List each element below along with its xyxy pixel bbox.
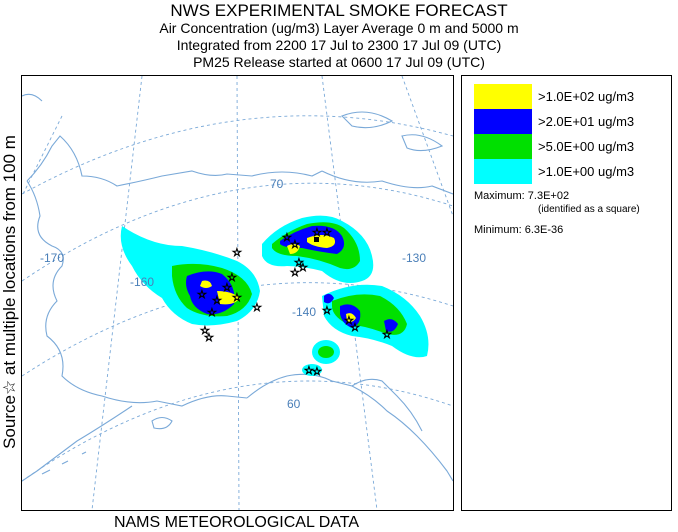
source-side-text: Source☆ at multiple locations from 100 m	[0, 135, 19, 449]
source-markers: ☆ ☆ ☆ ☆ ☆ ☆ ☆ ☆ ☆ ☆ ☆ ☆ ☆ ☆ ☆ ☆ ☆ ☆ ☆ ☆ …	[197, 226, 393, 379]
alaska-north-coast	[26, 135, 323, 187]
source-star: ☆	[294, 256, 304, 269]
source-side-label: Source☆ at multiple locations from 100 m	[0, 75, 20, 509]
legend-swatch	[474, 109, 532, 134]
legend-swatch	[474, 159, 532, 184]
alaska-panhandle	[351, 378, 423, 432]
source-star: ☆	[290, 238, 300, 251]
lat-70-label: 70	[270, 177, 284, 191]
maximum-note: (identified as a square)	[538, 204, 640, 215]
parallel-line	[22, 182, 453, 282]
legend-panel: >1.0E+02 ug/m3 >2.0E+01 ug/m3 >5.0E+00 u…	[461, 75, 672, 511]
legend-item: >2.0E+01 ug/m3	[474, 109, 664, 134]
meridian-line	[22, 115, 63, 197]
legend-item: >1.0E+00 ug/m3	[474, 159, 664, 184]
maximum-marker	[314, 237, 319, 242]
lon-130-label: -130	[402, 251, 426, 265]
aleutian-chain	[22, 405, 133, 482]
contour-level2	[318, 346, 334, 358]
source-star: ☆	[350, 321, 360, 334]
aleutian-islands	[41, 451, 87, 475]
source-star: ☆	[212, 294, 222, 307]
source-star: ☆	[344, 314, 354, 327]
contour-level3	[384, 319, 398, 332]
source-star: ☆	[197, 288, 207, 301]
legend-item: >1.0E+02 ug/m3	[474, 84, 664, 109]
source-star: ☆	[312, 226, 322, 239]
lon-170-label: -170	[40, 251, 64, 265]
east-siberia-coast	[22, 93, 43, 102]
plume-southeast	[322, 284, 429, 358]
contour-level4	[346, 313, 356, 322]
parallel-line	[22, 380, 453, 482]
lat-60-label: 60	[287, 397, 301, 411]
source-star: ☆	[304, 364, 314, 377]
legend-item: >5.0E+00 ug/m3	[474, 134, 664, 159]
source-star: ☆	[232, 246, 242, 259]
lon-140-label: -140	[292, 305, 316, 319]
legend-label: >5.0E+00 ug/m3	[538, 139, 635, 154]
meridian-line	[91, 76, 143, 510]
smoke-map: ☆ ☆ ☆ ☆ ☆ ☆ ☆ ☆ ☆ ☆ ☆ ☆ ☆ ☆ ☆ ☆ ☆ ☆ ☆ ☆ …	[22, 76, 453, 510]
legend-swatch	[474, 134, 532, 159]
legend-label: >1.0E+02 ug/m3	[538, 89, 635, 104]
source-star: ☆	[382, 328, 392, 341]
contour-level1	[302, 364, 322, 376]
source-star: ☆	[312, 365, 322, 378]
legend-label: >1.0E+00 ug/m3	[538, 164, 635, 179]
maximum-value: Maximum: 7.3E+02	[474, 190, 570, 202]
map-panel: ☆ ☆ ☆ ☆ ☆ ☆ ☆ ☆ ☆ ☆ ☆ ☆ ☆ ☆ ☆ ☆ ☆ ☆ ☆ ☆ …	[21, 75, 454, 511]
contour-level4	[217, 291, 240, 305]
contour-level3	[324, 293, 334, 304]
concentration-subtitle: Air Concentration (ug/m3) Layer Average …	[159, 20, 519, 36]
source-star: ☆	[322, 304, 332, 317]
source-star: ☆	[207, 306, 217, 319]
meteorological-data-label: NAMS METEOROLOGICAL DATA	[113, 514, 360, 531]
source-star: ☆	[290, 266, 300, 279]
source-star: ☆	[227, 271, 237, 284]
coastline	[22, 93, 453, 482]
alaska-south-coast	[246, 373, 453, 482]
source-star: ☆	[232, 291, 242, 304]
contour-level4	[200, 280, 212, 288]
source-star: ☆	[200, 324, 210, 337]
release-info: PM25 Release started at 0600 17 Jul 09 (…	[193, 54, 485, 70]
source-star: ☆	[282, 231, 292, 244]
plume-west	[120, 226, 260, 326]
source-star: ☆	[322, 226, 332, 239]
source-star: ☆	[222, 281, 232, 294]
legend-label: >2.0E+01 ug/m3	[538, 114, 635, 129]
minimum-value: Minimum: 6.3E-36	[474, 224, 564, 236]
lon-160-label: -160	[130, 275, 154, 289]
alaska-west-coast	[26, 180, 248, 407]
source-star: ☆	[204, 331, 214, 344]
parallel-line	[22, 115, 453, 195]
source-star: ☆	[298, 261, 308, 274]
kodiak-island	[151, 416, 173, 430]
canada-coast	[321, 170, 453, 195]
arctic-islands	[341, 111, 394, 129]
forecast-title: NWS EXPERIMENTAL SMOKE FORECAST	[170, 1, 508, 20]
source-star: ☆	[252, 301, 262, 314]
meridian-line	[401, 76, 453, 217]
integration-period: Integrated from 2200 17 Jul to 2300 17 J…	[176, 37, 502, 53]
graticule-labels: -170 -160 -140 -130 70 60	[40, 177, 426, 411]
plume-small	[302, 340, 340, 376]
legend-swatch	[474, 84, 532, 109]
contour-level4	[287, 244, 300, 254]
arctic-islands	[401, 134, 444, 152]
